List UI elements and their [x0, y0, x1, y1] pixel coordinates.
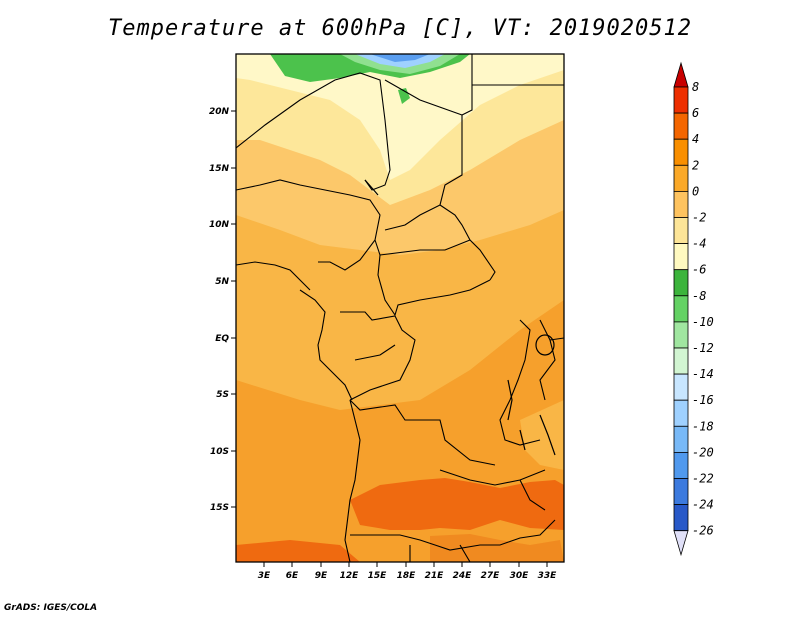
colorbar-label: -26: [692, 524, 714, 538]
lon-label: 21E: [425, 571, 445, 581]
colorbar-segment: [673, 217, 689, 245]
colorbar-label: -14: [692, 367, 714, 381]
colorbar-segment: [673, 425, 689, 453]
colorbar-segment: [673, 112, 689, 140]
lon-label: 18E: [397, 571, 417, 581]
colorbar-label: 4: [692, 132, 699, 146]
lon-label: 3E: [258, 571, 271, 581]
colorbar-label: -22: [692, 472, 714, 486]
map-frame: [235, 53, 565, 563]
colorbar-segment: [673, 478, 689, 506]
colorbar-label: -4: [692, 237, 706, 251]
grads-credit: GrADS: IGES/COLA: [4, 603, 98, 613]
lon-label: 9E: [315, 571, 328, 581]
colorbar-top-arrow: [673, 61, 689, 88]
longitude-axis: 3E 6E 9E 12E 15E 18E 21E 24E 27E 30E 33E: [258, 562, 557, 581]
temperature-field: [236, 54, 564, 562]
colorbar-label: -12: [692, 341, 714, 355]
lat-label: 5S: [216, 390, 229, 400]
lon-label: 30E: [510, 571, 530, 581]
colorbar-segment: [673, 399, 689, 427]
colorbar-segment: [673, 347, 689, 375]
lat-label: 15S: [210, 503, 229, 513]
lon-label: 27E: [481, 571, 501, 581]
colorbar-label: -6: [692, 263, 706, 277]
lat-label: 15N: [209, 164, 230, 174]
lon-label: 15E: [368, 571, 388, 581]
lon-label: 12E: [340, 571, 360, 581]
lat-label: EQ: [215, 334, 229, 344]
colorbar-label: 8: [692, 80, 699, 94]
colorbar-segment: [673, 269, 689, 297]
colorbar-segment: [673, 373, 689, 401]
lakes: [364, 179, 556, 456]
colorbar-label: -20: [692, 445, 714, 459]
lat-label: 5N: [215, 277, 229, 287]
lon-label: 6E: [286, 571, 299, 581]
colorbar-label: -16: [692, 393, 714, 407]
colorbar-label: -18: [692, 419, 714, 433]
colorbar-label: 6: [692, 106, 699, 120]
colorbar-label: -2: [692, 211, 706, 225]
country-boundaries: [236, 54, 564, 562]
lon-label: 33E: [538, 571, 558, 581]
colorbar-segment: [673, 295, 689, 323]
colorbar-segment: [673, 243, 689, 271]
colorbar-segment: [673, 504, 689, 532]
colorbar-segment: [673, 190, 689, 218]
colorbar-segment: [673, 138, 689, 166]
colorbar-segment: [673, 451, 689, 479]
colorbar: 8 6 4 2 0 -2 -4 -6 -8 -10 -12 -14 -16 -18 -20 -22 -24 -26: [673, 61, 714, 557]
lat-label: 10N: [209, 220, 230, 230]
colorbar-segment: [673, 164, 689, 192]
colorbar-segment: [673, 321, 689, 349]
lon-label: 24E: [453, 571, 473, 581]
colorbar-segment: [673, 86, 689, 114]
lat-label: 10S: [210, 447, 229, 457]
colorbar-bottom-arrow: [673, 530, 689, 557]
colorbar-label: -10: [692, 315, 714, 329]
colorbar-label: 2: [692, 158, 699, 172]
latitude-axis: 20N 15N 10N 5N EQ 5S 10S 15S: [209, 107, 236, 513]
map-title: Temperature at 600hPa [C], VT: 201902051…: [107, 16, 693, 41]
lat-label: 20N: [209, 107, 230, 117]
colorbar-label: 0: [692, 184, 699, 198]
colorbar-label: -24: [692, 498, 714, 512]
colorbar-label: -8: [692, 289, 706, 303]
